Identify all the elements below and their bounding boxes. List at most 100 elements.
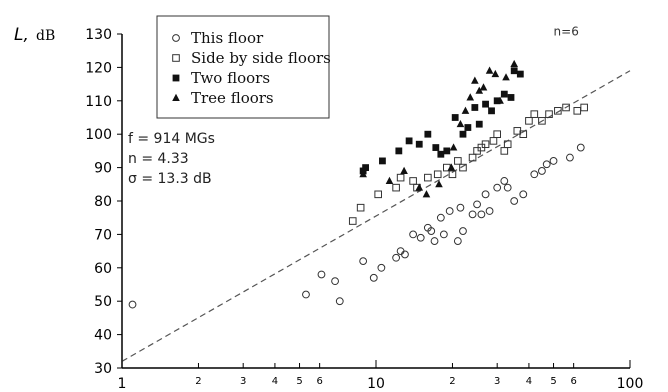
- data-point-series-3: [464, 124, 472, 131]
- data-point-series-4: [475, 86, 484, 94]
- data-point-series-1: [409, 230, 418, 239]
- y-tick-label: 90: [94, 161, 112, 177]
- data-point-series-2: [348, 217, 357, 225]
- data-point-series-3: [488, 107, 495, 115]
- data-point-series-1: [459, 227, 467, 235]
- data-point-series-1: [377, 263, 386, 272]
- data-point-series-2: [554, 107, 562, 115]
- data-point-series-1: [453, 237, 462, 245]
- data-point-series-3: [451, 114, 459, 121]
- data-point-series-2: [530, 110, 539, 118]
- legend-marker: [172, 93, 180, 101]
- data-point-series-2: [392, 183, 400, 192]
- x-tick-label: 2: [449, 376, 455, 387]
- regression-line: [121, 70, 631, 362]
- data-point-series-4: [496, 96, 504, 104]
- y-tick-label: 120: [85, 60, 112, 76]
- data-point-series-3: [475, 120, 483, 128]
- y-tick-label: 100: [85, 127, 112, 143]
- data-point-series-4: [435, 180, 443, 188]
- data-point-series-1: [473, 200, 481, 209]
- data-point-series-1: [302, 290, 310, 299]
- data-point-series-1: [481, 190, 490, 199]
- data-point-series-1: [427, 227, 436, 235]
- y-axis-label-symbol: L,: [14, 25, 29, 45]
- legend-marker: [172, 54, 180, 62]
- data-point-series-2: [562, 103, 570, 112]
- data-point-series-1: [542, 160, 551, 169]
- data-point-series-3: [432, 144, 440, 151]
- y-tick-label: 80: [94, 194, 112, 210]
- data-point-series-4: [466, 93, 475, 101]
- data-point-series-4: [461, 106, 470, 114]
- data-point-series-3: [510, 67, 518, 75]
- data-point-series-4: [510, 59, 518, 68]
- x-tick-label: 10: [367, 376, 385, 392]
- data-point-series-1: [456, 203, 465, 212]
- data-point-series-1: [331, 277, 339, 286]
- data-point-series-2: [500, 147, 509, 155]
- legend-label: Two floors: [191, 69, 270, 87]
- data-point-series-3: [482, 100, 489, 108]
- data-point-series-4: [447, 163, 456, 171]
- data-point-series-4: [479, 83, 488, 91]
- data-point-series-3: [471, 104, 479, 111]
- x-tick-label: 6: [316, 376, 322, 387]
- data-point-series-1: [335, 297, 344, 306]
- param-n: n = 4.33: [128, 151, 189, 167]
- axis-ticks-group: 30 40 50 60 70 80 90 100 110 120 130 1 2 3 4 5 6 10 2 3 4 5 6 1…: [85, 27, 643, 392]
- x-tick-label: 100: [617, 376, 644, 392]
- y-axis-label-unit: dB: [36, 28, 55, 44]
- x-tick-label: 3: [494, 376, 500, 387]
- data-point-series-1: [493, 183, 502, 192]
- data-point-series-3: [437, 150, 445, 158]
- data-point-series-1: [538, 167, 546, 175]
- data-point-series-2: [433, 170, 442, 179]
- data-point-series-2: [468, 153, 477, 162]
- data-point-series-3: [516, 70, 524, 78]
- data-point-series-3: [507, 94, 515, 101]
- n-label: n=6: [554, 25, 579, 39]
- data-point-series-3: [379, 157, 386, 165]
- data-point-series-1: [369, 273, 378, 282]
- data-point-series-1: [549, 157, 558, 165]
- data-point-series-1: [128, 300, 137, 309]
- data-point-series-4: [491, 69, 500, 78]
- data-point-series-1: [430, 237, 439, 245]
- data-point-series-4: [422, 190, 431, 198]
- regression-line-group: [121, 70, 631, 362]
- data-point-series-4: [485, 66, 494, 74]
- data-point-series-1: [500, 177, 509, 185]
- x-tick-label: 5: [550, 376, 556, 387]
- x-tick-label: 6: [570, 376, 576, 387]
- data-point-series-2: [525, 117, 533, 125]
- data-point-series-4: [385, 176, 394, 184]
- data-point-series-2: [448, 170, 457, 179]
- x-tick-label: 1: [118, 376, 127, 392]
- data-point-series-4: [471, 76, 479, 84]
- y-tick-label: 70: [94, 227, 112, 243]
- data-point-series-1: [503, 183, 512, 192]
- data-point-series-1: [566, 153, 574, 162]
- data-point-series-3: [443, 147, 451, 155]
- data-point-series-1: [519, 190, 528, 199]
- data-point-series-3: [415, 140, 423, 148]
- data-point-series-2: [493, 130, 501, 138]
- legend-label: Tree floors: [191, 89, 274, 107]
- param-sigma: σ = 13.3 dB: [128, 171, 212, 187]
- data-point-series-1: [392, 253, 401, 262]
- x-tick-label: 4: [272, 376, 278, 387]
- data-point-series-1: [530, 170, 539, 179]
- data-points-group: [128, 59, 588, 309]
- legend-marker: [172, 34, 180, 42]
- data-point-series-1: [468, 210, 477, 219]
- y-tick-label: 30: [94, 361, 112, 377]
- data-point-series-2: [454, 157, 462, 165]
- data-point-series-1: [576, 143, 585, 152]
- data-point-series-4: [415, 183, 424, 191]
- data-point-series-1: [359, 257, 368, 266]
- data-point-series-2: [481, 140, 490, 149]
- y-tick-label: 60: [94, 261, 112, 277]
- data-point-series-2: [459, 163, 467, 172]
- data-point-series-2: [409, 177, 417, 185]
